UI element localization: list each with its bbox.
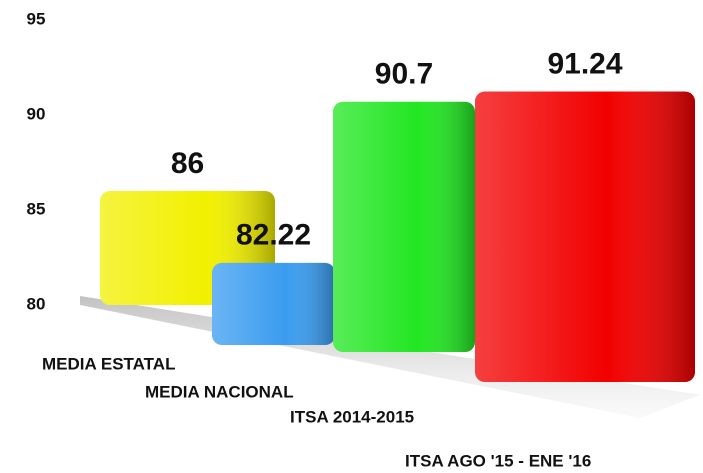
value-label: 82.22 — [236, 219, 311, 252]
x-tick-label: ITSA AGO '15 - ENE '16 — [405, 451, 591, 470]
x-tick-label: MEDIA ESTATAL — [42, 354, 175, 373]
bar-shading — [212, 262, 335, 345]
y-tick-label: 80 — [27, 294, 46, 313]
bar-shading — [475, 91, 695, 382]
value-label: 91.24 — [547, 47, 622, 80]
x-tick-label: ITSA 2014-2015 — [290, 407, 414, 426]
value-label: 90.7 — [375, 58, 433, 91]
bar-shading — [333, 101, 475, 352]
y-tick-label: 95 — [27, 9, 46, 28]
x-tick-label: MEDIA NACIONAL — [145, 382, 294, 401]
y-tick-label: 85 — [27, 199, 46, 218]
value-label: 86 — [171, 147, 204, 180]
y-tick-label: 90 — [27, 104, 46, 123]
